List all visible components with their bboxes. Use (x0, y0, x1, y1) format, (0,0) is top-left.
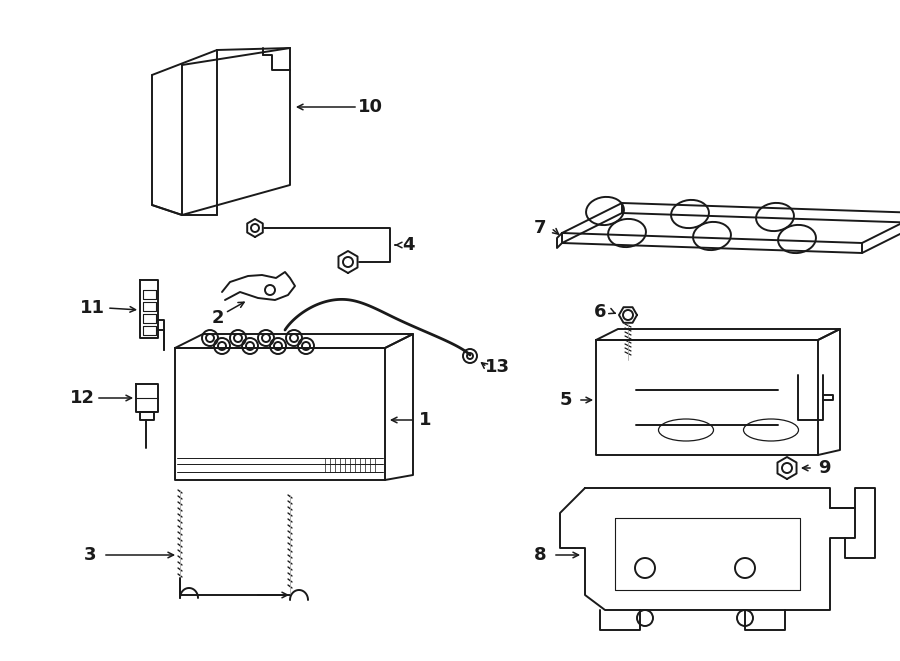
Text: 5: 5 (560, 391, 572, 409)
Text: 4: 4 (401, 236, 414, 254)
Text: 8: 8 (534, 546, 546, 564)
Text: 11: 11 (79, 299, 104, 317)
Text: 10: 10 (357, 98, 382, 116)
Text: 6: 6 (594, 303, 607, 321)
Text: 9: 9 (818, 459, 830, 477)
Text: 12: 12 (69, 389, 94, 407)
Text: 3: 3 (84, 546, 96, 564)
Text: 2: 2 (212, 309, 224, 327)
Text: 7: 7 (534, 219, 546, 237)
Text: 13: 13 (484, 358, 509, 376)
Text: 1: 1 (418, 411, 431, 429)
